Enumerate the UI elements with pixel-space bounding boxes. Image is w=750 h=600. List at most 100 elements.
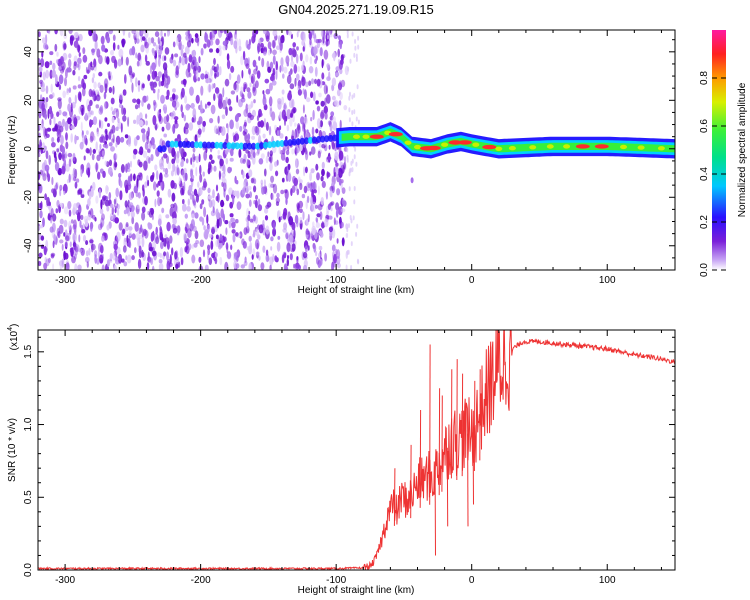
noise-speckle [269,61,274,70]
noise-speckle [335,162,339,167]
noise-speckle [48,154,51,166]
noise-speckle [45,96,49,103]
noise-speckle [247,159,251,166]
noise-speckle [181,111,184,119]
noise-speckle [312,109,315,121]
noise-speckle [115,142,118,148]
noise-speckle [296,31,299,38]
noise-speckle [291,98,295,109]
noise-speckle [289,234,294,244]
noise-speckle [255,65,258,71]
noise-speckle [191,37,194,44]
noise-speckle [182,232,188,242]
noise-speckle [65,163,70,172]
noise-speckle [62,111,68,117]
noise-speckle [94,95,98,101]
noise-speckle [333,172,337,177]
noise-speckle [154,70,158,78]
noise-speckle [203,206,207,218]
noise-speckle [306,195,310,204]
noise-speckle [351,94,354,100]
noise-speckle [183,127,189,135]
noise-speckle [128,226,133,231]
noise-speckle [281,177,285,183]
noise-speckle [268,156,272,162]
noise-speckle [238,38,242,49]
noise-speckle [302,104,305,114]
noise-speckle [80,193,85,198]
noise-speckle [303,185,308,194]
snr-series-line [38,330,675,570]
noise-speckle [340,221,344,228]
noise-speckle [229,213,234,218]
noise-speckle [216,71,220,78]
noise-speckle [98,108,103,115]
signal-hotspot [472,142,480,147]
noise-speckle [226,59,231,70]
noise-speckle [99,136,104,143]
noise-speckle [68,97,72,104]
noise-speckle [245,63,250,69]
noise-speckle [38,182,41,191]
noise-speckle [242,158,246,164]
colorbar-gradient [712,30,726,270]
noise-speckle [38,183,43,194]
noise-speckle [151,62,157,71]
noise-speckle [230,37,234,46]
noise-speckle [115,187,119,198]
noise-speckle [253,68,258,75]
noise-speckle [146,262,150,270]
noise-speckle [128,31,131,39]
noise-speckle [320,47,323,57]
noise-speckle [209,31,212,40]
noise-speckle [247,112,252,118]
noise-speckle [115,153,118,159]
noise-speckle [82,47,86,55]
noise-speckle [204,78,210,84]
noise-speckle [258,224,264,234]
noise-speckle [215,208,219,218]
noise-speckle [230,65,235,73]
noise-speckle [279,111,282,119]
noise-speckle [114,257,119,262]
noise-speckle [79,92,82,103]
noise-speckle [215,239,220,248]
noise-speckle [49,60,53,65]
noise-speckle [269,162,273,172]
noise-speckle [127,207,131,217]
noise-speckle [195,240,200,245]
noise-speckle [184,46,190,55]
noise-speckle [271,39,276,49]
noise-speckle [331,95,336,101]
noise-speckle [270,175,275,183]
noise-speckle [61,165,66,175]
noise-speckle [333,51,336,62]
noise-speckle [296,46,299,51]
noise-speckle [245,193,250,199]
noise-speckle [134,247,137,254]
noise-speckle [219,234,223,241]
noise-speckle [189,86,194,96]
noise-speckle [92,30,97,35]
noise-speckle [262,45,265,53]
noise-speckle [188,243,192,251]
noise-speckle [144,141,149,150]
noise-speckle [302,46,305,52]
noise-speckle [250,76,254,84]
noise-speckle [59,184,63,191]
noise-speckle [44,61,50,69]
noise-speckle [122,245,127,253]
noise-speckle [307,213,310,223]
noise-speckle [295,143,300,154]
noise-speckle [108,166,113,176]
colorbar-label: Normalized spectral amplitude [737,82,748,217]
noise-speckle [136,38,140,44]
noise-speckle [147,222,153,230]
noise-speckle [184,55,188,65]
noise-speckle [175,263,179,269]
noise-speckle [309,56,313,65]
noise-speckle [338,150,344,161]
noise-speckle [112,134,115,144]
noise-speckle [275,70,278,80]
noise-speckle [251,254,254,260]
